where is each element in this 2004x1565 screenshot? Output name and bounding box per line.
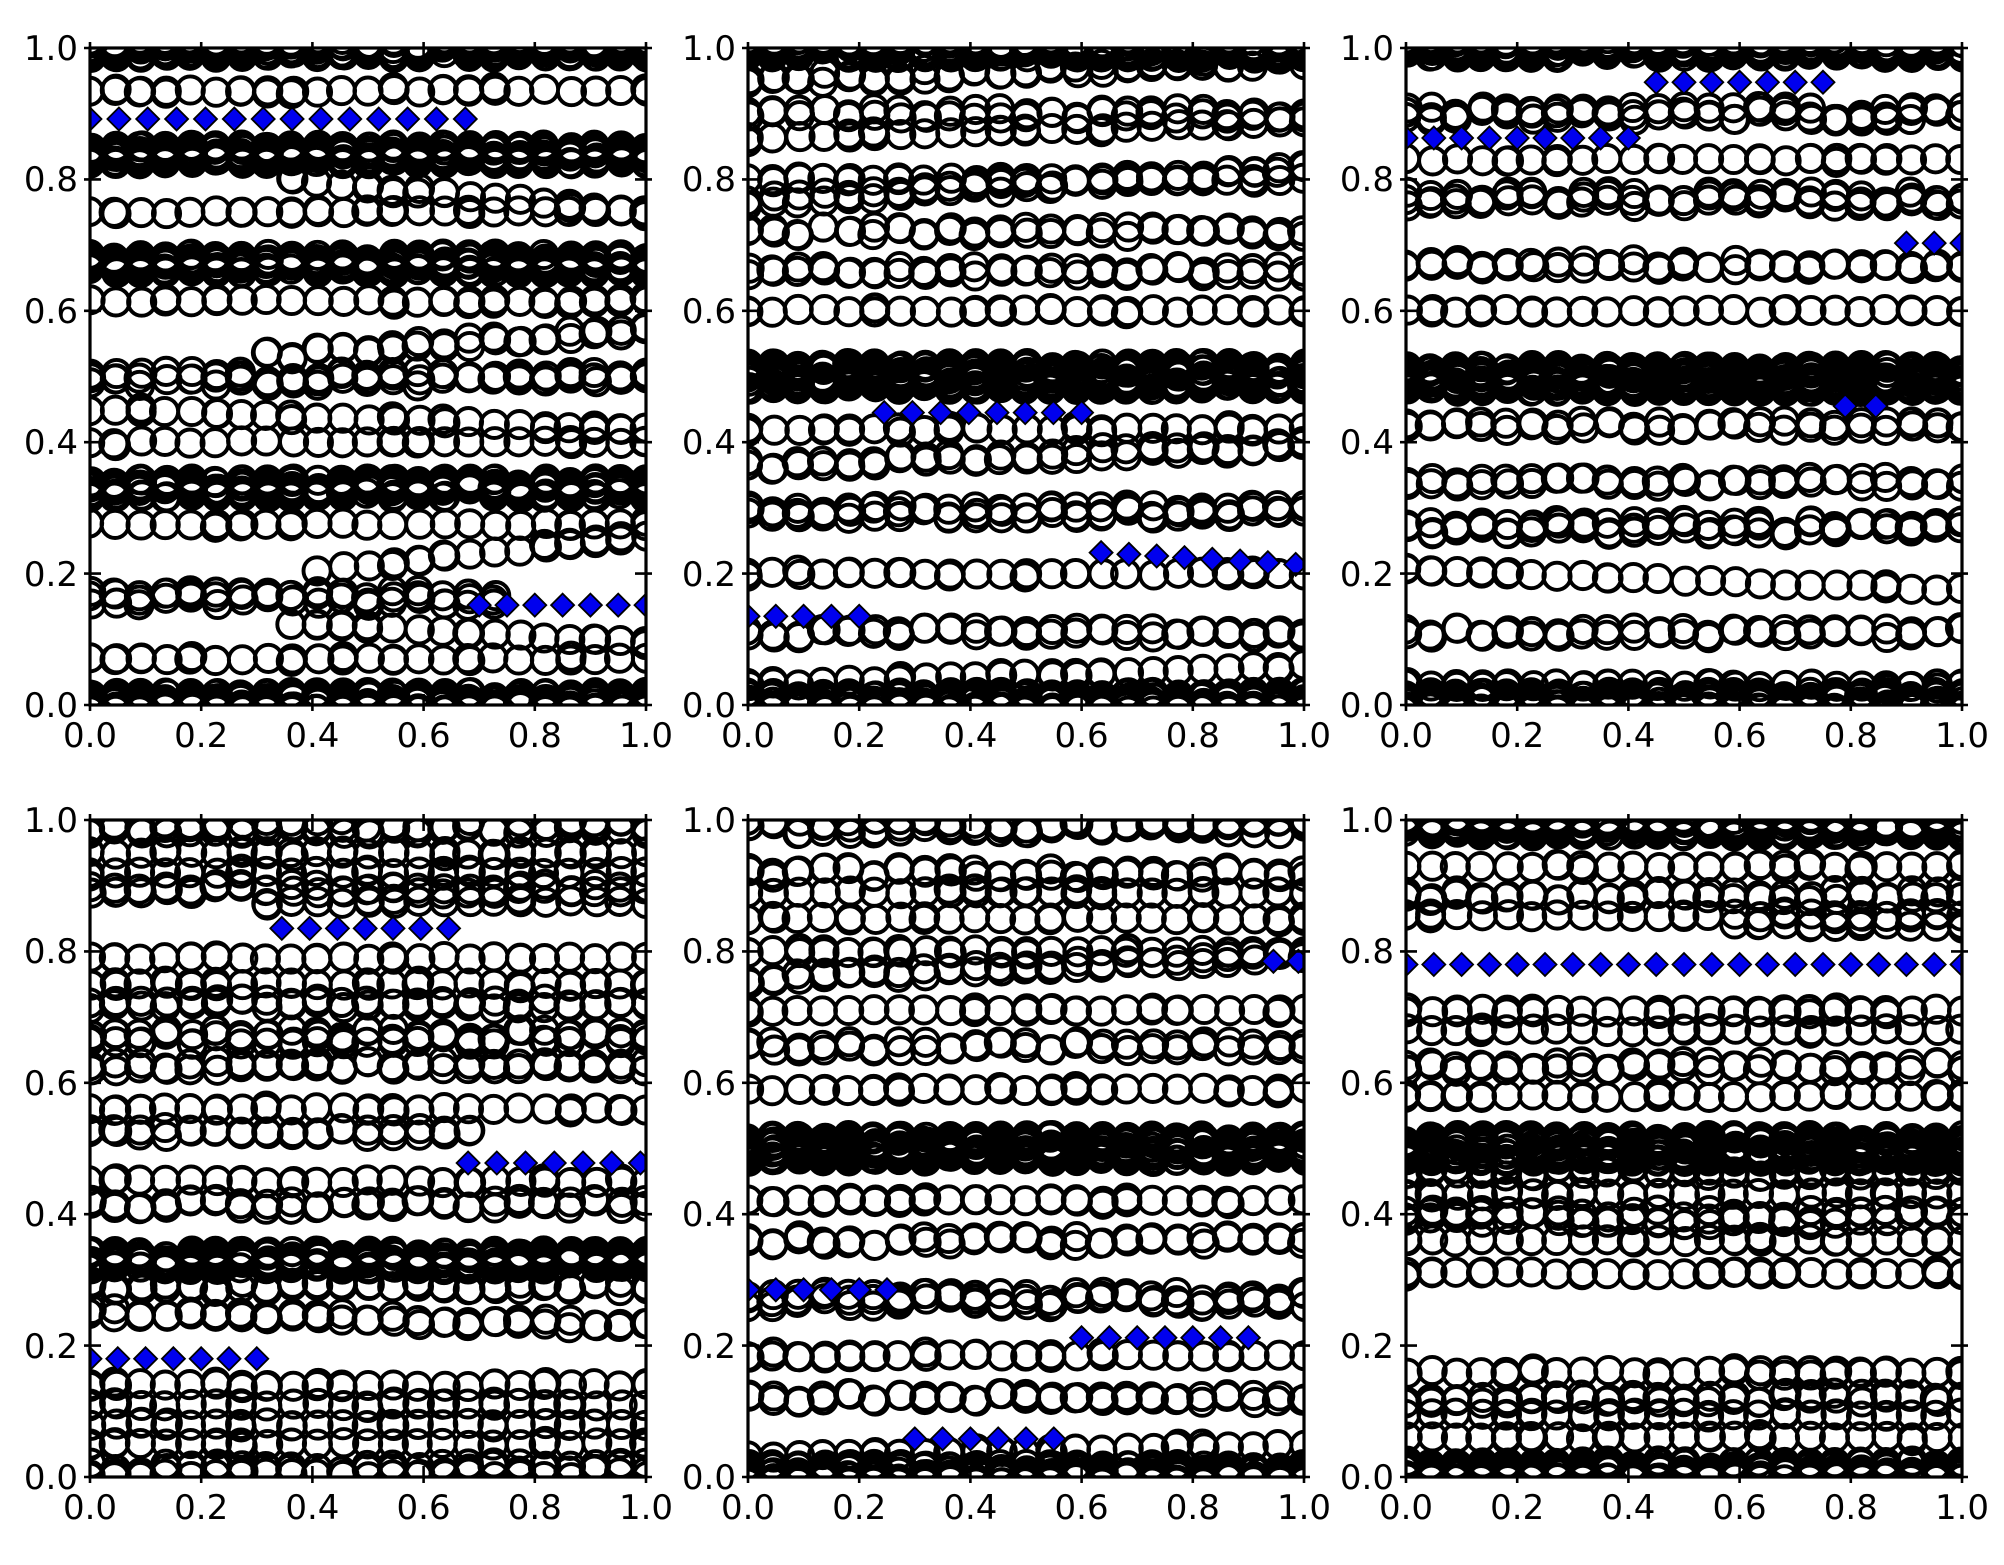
x-tick-label: 1.0 — [1259, 719, 1349, 753]
y-tick-label: 0.2 — [652, 558, 736, 592]
y-tick-label: 0.0 — [1310, 689, 1394, 723]
circle-markers — [733, 25, 1319, 725]
y-tick-label: 1.0 — [0, 32, 78, 66]
y-tick-label: 0.8 — [0, 935, 78, 969]
y-tick-label: 1.0 — [1310, 32, 1394, 66]
plot-canvas — [90, 820, 646, 1477]
x-tick-label: 0.2 — [814, 1491, 904, 1525]
y-tick-label: 0.6 — [0, 295, 78, 329]
y-tick-label: 0.6 — [1310, 295, 1394, 329]
y-tick-label: 0.0 — [0, 689, 78, 723]
circle-markers — [1391, 804, 1977, 1494]
y-tick-label: 0.4 — [1310, 426, 1394, 460]
x-tick-label: 1.0 — [601, 1491, 691, 1525]
x-tick-label: 0.6 — [1037, 1491, 1127, 1525]
plot-canvas — [748, 48, 1304, 705]
y-tick-label: 0.6 — [652, 295, 736, 329]
circle-markers — [1391, 25, 1977, 725]
x-tick-label: 0.2 — [156, 1491, 246, 1525]
x-tick-label: 0.6 — [379, 719, 469, 753]
x-tick-label: 0.2 — [1472, 719, 1562, 753]
x-tick-label: 0.8 — [490, 719, 580, 753]
y-tick-label: 0.4 — [652, 426, 736, 460]
x-tick-label: 0.8 — [1148, 719, 1238, 753]
y-tick-label: 0.8 — [0, 163, 78, 197]
x-tick-label: 0.6 — [1037, 719, 1127, 753]
subplot-bottom-left: 0.0 0.0 0.2 0.2 0.4 0.4 0.6 0.6 0.8 0.8 1.0 1.0 — [90, 820, 646, 1477]
circle-markers — [75, 25, 661, 725]
subplot-top-right: 0.0 0.0 0.2 0.2 0.4 0.4 0.6 0.6 0.8 0.8 1.0 1.0 — [1406, 48, 1962, 705]
y-tick-label: 0.4 — [0, 1198, 78, 1232]
plot-canvas — [748, 820, 1304, 1477]
x-tick-label: 0.2 — [1472, 1491, 1562, 1525]
x-tick-label: 0.8 — [1148, 1491, 1238, 1525]
y-tick-label: 0.8 — [1310, 935, 1394, 969]
subplot-bottom-right: 0.0 0.0 0.2 0.2 0.4 0.4 0.6 0.6 0.8 0.8 1.0 1.0 — [1406, 820, 1962, 1477]
x-tick-label: 0.4 — [267, 719, 357, 753]
subplot-top-middle: 0.0 0.0 0.2 0.2 0.4 0.4 0.6 0.6 0.8 0.8 1.0 1.0 — [748, 48, 1304, 705]
x-tick-label: 0.4 — [267, 1491, 357, 1525]
plot-canvas — [90, 48, 646, 705]
y-tick-label: 0.4 — [652, 1198, 736, 1232]
x-tick-label: 0.4 — [1583, 719, 1673, 753]
x-tick-label: 0.4 — [1583, 1491, 1673, 1525]
x-tick-label: 0.4 — [925, 719, 1015, 753]
x-tick-label: 0.4 — [925, 1491, 1015, 1525]
y-tick-label: 0.0 — [652, 1461, 736, 1495]
x-tick-label: 1.0 — [1259, 1491, 1349, 1525]
y-tick-label: 1.0 — [1310, 804, 1394, 838]
y-tick-label: 0.8 — [652, 935, 736, 969]
y-tick-label: 0.4 — [1310, 1198, 1394, 1232]
y-tick-label: 0.0 — [652, 689, 736, 723]
y-tick-label: 0.6 — [0, 1067, 78, 1101]
y-tick-label: 1.0 — [652, 804, 736, 838]
x-tick-label: 0.6 — [379, 1491, 469, 1525]
y-tick-label: 0.2 — [652, 1330, 736, 1364]
y-tick-label: 0.2 — [1310, 558, 1394, 592]
y-tick-label: 0.6 — [1310, 1067, 1394, 1101]
x-tick-label: 0.8 — [1806, 1491, 1896, 1525]
x-tick-label: 0.6 — [1695, 1491, 1785, 1525]
subplot-top-left: 0.0 0.0 0.2 0.2 0.4 0.4 0.6 0.6 0.8 0.8 1.0 1.0 — [90, 48, 646, 705]
plot-canvas — [1406, 820, 1962, 1477]
y-tick-label: 0.8 — [652, 163, 736, 197]
y-tick-label: 0.2 — [1310, 1330, 1394, 1364]
x-tick-label: 0.8 — [490, 1491, 580, 1525]
x-tick-label: 1.0 — [601, 719, 691, 753]
x-tick-label: 0.6 — [1695, 719, 1785, 753]
x-tick-label: 0.8 — [1806, 719, 1896, 753]
y-tick-label: 0.4 — [0, 426, 78, 460]
y-tick-label: 0.0 — [0, 1461, 78, 1495]
x-tick-label: 1.0 — [1917, 1491, 2004, 1525]
y-tick-label: 0.2 — [0, 558, 78, 592]
circle-markers — [733, 806, 1319, 1497]
x-tick-label: 1.0 — [1917, 719, 2004, 753]
y-tick-label: 1.0 — [652, 32, 736, 66]
y-tick-label: 0.2 — [0, 1330, 78, 1364]
plot-canvas — [1406, 48, 1962, 705]
y-tick-label: 0.8 — [1310, 163, 1394, 197]
y-tick-label: 0.6 — [652, 1067, 736, 1101]
x-tick-label: 0.2 — [156, 719, 246, 753]
y-tick-label: 0.0 — [1310, 1461, 1394, 1495]
subplot-bottom-middle: 0.0 0.0 0.2 0.2 0.4 0.4 0.6 0.6 0.8 0.8 1.0 1.0 — [748, 820, 1304, 1477]
y-tick-label: 1.0 — [0, 804, 78, 838]
circle-markers — [75, 806, 661, 1491]
diamond-markers — [1395, 953, 1974, 976]
x-tick-label: 0.2 — [814, 719, 904, 753]
